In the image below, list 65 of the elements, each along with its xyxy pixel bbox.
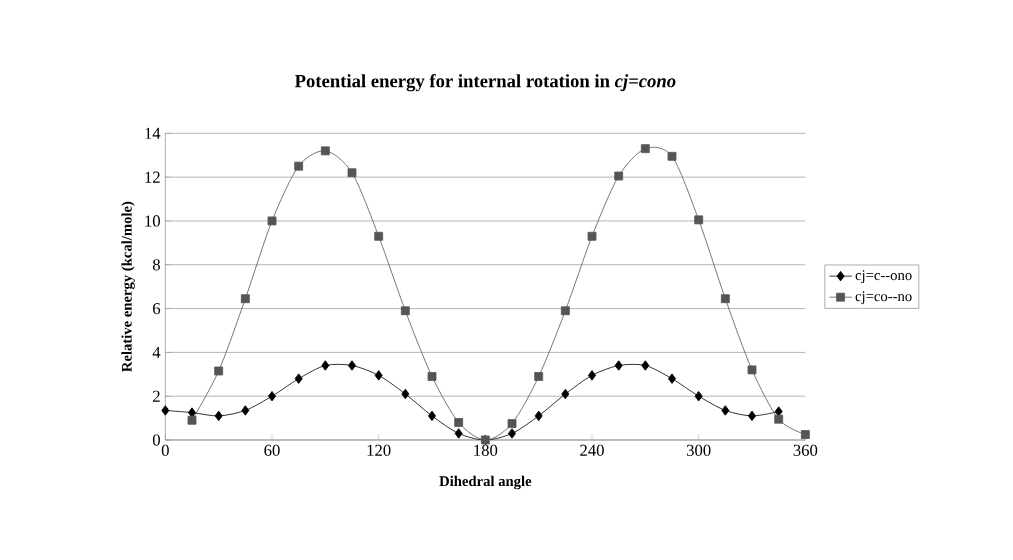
y-tick-label: 4 [152, 346, 161, 358]
point [694, 390, 703, 402]
point [427, 372, 437, 381]
y-tick-label: 10 [145, 215, 160, 227]
legend-label: cj=co--no [855, 291, 912, 305]
chart-title: Potential energy for internal rotation in cj=cono [294, 74, 676, 92]
point [721, 405, 730, 416]
point [241, 405, 250, 416]
point [534, 372, 544, 381]
point [400, 306, 410, 316]
point [374, 370, 383, 381]
point [374, 231, 384, 241]
y-tick-label: 8 [152, 259, 160, 271]
x-tick-label: 180 [474, 444, 498, 456]
y-tick-label: 14 [145, 127, 161, 139]
point [560, 306, 570, 316]
point [747, 365, 757, 375]
x-tick-label: 120 [367, 444, 391, 456]
point [641, 360, 650, 371]
point [667, 151, 677, 161]
y-tick-label: 12 [145, 171, 160, 183]
x-axis-title: Dihedral angle [439, 475, 532, 490]
point [614, 171, 624, 181]
point [294, 161, 304, 171]
point [774, 414, 784, 424]
point [748, 410, 757, 422]
point [774, 406, 783, 417]
point [214, 366, 224, 376]
point [587, 231, 597, 241]
point [694, 215, 704, 225]
point [508, 428, 516, 439]
point [561, 388, 570, 400]
x-tick-label: 60 [264, 444, 280, 456]
point [161, 405, 170, 416]
point [534, 410, 543, 422]
point [214, 410, 223, 422]
point [428, 410, 437, 422]
point [401, 388, 410, 400]
point [720, 294, 730, 304]
x-tick-label: 240 [580, 444, 604, 456]
point [454, 428, 463, 439]
point [320, 146, 330, 156]
y-axis-title: Relative energy (kcal/mole) [121, 201, 135, 372]
x-tick-label: 300 [686, 444, 711, 456]
point [347, 168, 357, 178]
point [668, 373, 677, 384]
point [321, 360, 330, 371]
point [348, 360, 357, 371]
legend-label: cj=c--ono [855, 270, 912, 284]
y-tick-label: 2 [153, 390, 160, 402]
x-tick-label: 360 [793, 444, 818, 456]
point [507, 419, 517, 428]
point [588, 370, 597, 381]
point [454, 418, 464, 427]
point [188, 407, 196, 418]
point [640, 144, 650, 154]
point [614, 360, 623, 371]
point [800, 430, 810, 439]
point [187, 415, 197, 425]
y-tick-label: 6 [153, 302, 161, 315]
point [240, 294, 250, 304]
y-tick-label: 0 [152, 434, 160, 446]
point [294, 373, 303, 384]
point [267, 216, 277, 226]
x-tick-label: 0 [161, 444, 169, 456]
